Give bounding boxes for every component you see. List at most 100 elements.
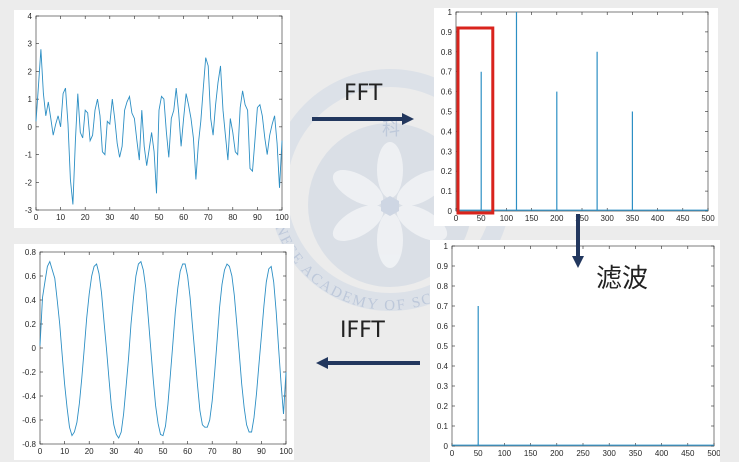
x-tick-label: 300 bbox=[603, 449, 617, 458]
x-tick-label: 200 bbox=[550, 449, 564, 458]
x-tick-label: 30 bbox=[105, 213, 114, 222]
y-tick-label: -0.2 bbox=[22, 368, 36, 377]
y-tick-label: 0 bbox=[444, 442, 449, 451]
plot-frame bbox=[39, 251, 287, 445]
x-tick-label: 50 bbox=[474, 449, 483, 458]
x-tick-label: 70 bbox=[204, 213, 213, 222]
filtered-spectrum-panel: 0 50 100 150 200 250 300 350 400 450 500 1 0.9 0.8 0.7… bbox=[430, 240, 720, 462]
x-tick-label: 10 bbox=[60, 447, 69, 456]
y-tick-label: 0.9 bbox=[441, 28, 453, 37]
y-tick-label: 0.8 bbox=[441, 48, 453, 57]
x-tick-label: 450 bbox=[681, 449, 695, 458]
y-tick-label: 4 bbox=[28, 12, 33, 21]
fft-label: FFT bbox=[344, 81, 383, 106]
x-tick-label: 100 bbox=[279, 447, 293, 456]
x-tick-label: 250 bbox=[576, 449, 590, 458]
y-tick-label: -2 bbox=[25, 178, 33, 187]
y-tick-label: -0.4 bbox=[22, 392, 36, 401]
y-tick-label: 0.8 bbox=[437, 282, 449, 291]
x-tick-label: 30 bbox=[109, 447, 118, 456]
filtered-spectrum-chart: 0 50 100 150 200 250 300 350 400 450 500 1 0.9 0.8 0.7… bbox=[437, 242, 720, 458]
x-tick-label: 500 bbox=[707, 449, 720, 458]
y-tick-label: 1 bbox=[444, 242, 449, 251]
y-tick-label: 0 bbox=[28, 123, 33, 132]
x-tick-label: 350 bbox=[626, 214, 640, 223]
x-tick-label: 450 bbox=[676, 214, 690, 223]
x-tick-label: 80 bbox=[232, 447, 241, 456]
x-tick-label: 500 bbox=[701, 214, 715, 223]
signal-line bbox=[39, 260, 287, 439]
y-tick-label: 1 bbox=[28, 95, 33, 104]
x-tick-label: 50 bbox=[155, 213, 164, 222]
y-tick-label: 0 bbox=[32, 344, 37, 353]
x-tick-label: 250 bbox=[575, 214, 589, 223]
y-tick-label: 0.4 bbox=[25, 296, 37, 305]
watermark-glyph: 科 bbox=[382, 119, 400, 139]
x-tick-label: 50 bbox=[159, 447, 168, 456]
y-tick-label: 0.2 bbox=[437, 402, 449, 411]
y-tick-label: 0 bbox=[448, 207, 453, 216]
y-tick-label: 0.6 bbox=[441, 88, 453, 97]
filter-label: 滤波 bbox=[596, 264, 649, 294]
y-tick-label: 0.8 bbox=[25, 248, 37, 257]
x-tick-label: 0 bbox=[454, 214, 459, 223]
reconstructed-signal-panel: 0 10 20 30 40 50 60 70 80 90 100 0.8 0.6 0.4 0.2 0 -0.2 -… bbox=[14, 244, 294, 460]
y-tick-label: 0.3 bbox=[437, 382, 449, 391]
low-frequency-highlight-box bbox=[456, 26, 495, 215]
x-tick-label: 10 bbox=[56, 213, 65, 222]
y-tick-label: 0.1 bbox=[437, 422, 449, 431]
x-tick-label: 400 bbox=[651, 214, 665, 223]
x-tick-label: 100 bbox=[500, 214, 514, 223]
plot-frame bbox=[451, 245, 715, 447]
y-tick-label: 0.7 bbox=[437, 302, 449, 311]
y-tick-label: 0.2 bbox=[441, 167, 453, 176]
x-tick-label: 300 bbox=[601, 214, 615, 223]
x-tick-label: 150 bbox=[524, 449, 538, 458]
x-tick-label: 20 bbox=[81, 213, 90, 222]
x-tick-label: 350 bbox=[629, 449, 643, 458]
y-tick-label: -3 bbox=[25, 206, 33, 215]
signal-line bbox=[35, 49, 283, 205]
x-tick-label: 400 bbox=[655, 449, 669, 458]
flower-emblem-icon bbox=[332, 142, 448, 268]
y-tick-label: 3 bbox=[28, 40, 33, 49]
y-tick-label: -0.6 bbox=[22, 416, 36, 425]
y-tick-label: 2 bbox=[28, 67, 33, 76]
x-tick-label: 50 bbox=[477, 214, 486, 223]
y-tick-label: 0.1 bbox=[441, 187, 453, 196]
x-tick-label: 20 bbox=[85, 447, 94, 456]
y-tick-label: 0.9 bbox=[437, 262, 449, 271]
y-tick-label: 0.6 bbox=[25, 272, 37, 281]
x-tick-label: 0 bbox=[34, 213, 39, 222]
fft-spectrum-chart: 0 50 100 150 200 250 300 350 400 450 500 1 0.9 0.8 0.7… bbox=[441, 8, 715, 223]
y-tick-label: 0.5 bbox=[441, 108, 453, 117]
x-tick-label: 0 bbox=[38, 447, 43, 456]
x-tick-label: 60 bbox=[179, 213, 188, 222]
y-tick-label: 0.2 bbox=[25, 320, 37, 329]
x-tick-label: 90 bbox=[253, 213, 262, 222]
x-tick-label: 0 bbox=[450, 449, 455, 458]
y-tick-label: -0.8 bbox=[22, 440, 36, 449]
ifft-label: IFFT bbox=[340, 318, 385, 343]
y-tick-label: -1 bbox=[25, 151, 33, 160]
x-tick-label: 200 bbox=[550, 214, 564, 223]
reconstructed-signal-chart: 0 10 20 30 40 50 60 70 80 90 100 0.8 0.6 0.4 0.2 0 -0.2 -… bbox=[22, 248, 293, 456]
y-tick-label: 0.5 bbox=[437, 342, 449, 351]
x-tick-label: 40 bbox=[134, 447, 143, 456]
x-tick-label: 70 bbox=[208, 447, 217, 456]
fft-spectrum-panel: 0 50 100 150 200 250 300 350 400 450 500 1 0.9 0.8 0.7… bbox=[434, 8, 718, 226]
y-tick-label: 0.4 bbox=[437, 362, 449, 371]
x-tick-label: 150 bbox=[525, 214, 539, 223]
x-tick-label: 80 bbox=[228, 213, 237, 222]
y-tick-label: 0.7 bbox=[441, 68, 453, 77]
y-tick-label: 1 bbox=[448, 8, 453, 17]
x-tick-label: 40 bbox=[130, 213, 139, 222]
x-tick-label: 100 bbox=[275, 213, 289, 222]
x-tick-label: 60 bbox=[183, 447, 192, 456]
x-tick-label: 100 bbox=[498, 449, 512, 458]
x-tick-label: 90 bbox=[257, 447, 266, 456]
y-tick-label: 0.6 bbox=[437, 322, 449, 331]
y-tick-label: 0.3 bbox=[441, 147, 453, 156]
